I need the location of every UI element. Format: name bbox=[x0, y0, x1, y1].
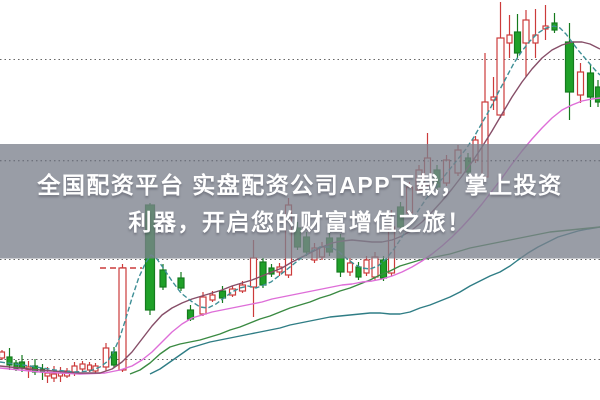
banner-background[interactable] bbox=[0, 144, 600, 259]
candle-body bbox=[259, 261, 267, 286]
candle-body bbox=[86, 364, 93, 371]
candle-body bbox=[576, 71, 585, 96]
candle-body bbox=[71, 365, 78, 373]
candle-body bbox=[110, 351, 118, 366]
ad-banner-overlay[interactable]: 全国配资平台 实盘配资公司APP下载，掌上投资 利器，开启您的财富增值之旅！ bbox=[0, 144, 600, 259]
candle-body bbox=[249, 257, 258, 288]
candle-body bbox=[79, 363, 86, 370]
candle-body bbox=[594, 86, 600, 103]
candle-body bbox=[102, 347, 110, 368]
candle-body bbox=[346, 262, 354, 273]
banner-text-line-2: 利器，开启您的财富增值之旅！ bbox=[129, 209, 472, 235]
candle-body bbox=[118, 267, 127, 371]
candle-body bbox=[209, 294, 216, 301]
candle-body bbox=[199, 296, 207, 315]
candle-body bbox=[513, 31, 522, 54]
candle-body bbox=[379, 259, 388, 279]
candle-body bbox=[50, 373, 58, 379]
candle-body bbox=[506, 34, 513, 44]
candle-body bbox=[177, 277, 185, 289]
ma-fast-teal bbox=[0, 25, 600, 373]
candle-body bbox=[6, 356, 13, 366]
candle-body bbox=[355, 266, 362, 278]
candle-body bbox=[228, 288, 237, 296]
candle-body bbox=[496, 37, 505, 116]
candle-body bbox=[159, 269, 167, 288]
candle-body bbox=[564, 41, 575, 93]
candle-body bbox=[44, 372, 51, 377]
candle-body bbox=[218, 290, 227, 299]
candle-body bbox=[0, 351, 6, 359]
candle-body bbox=[522, 19, 530, 44]
candle-body bbox=[586, 72, 595, 98]
candle-body bbox=[363, 259, 370, 274]
banner-text-line-1: 全国配资平台 实盘配资公司APP下载，掌上投资 bbox=[36, 172, 562, 198]
